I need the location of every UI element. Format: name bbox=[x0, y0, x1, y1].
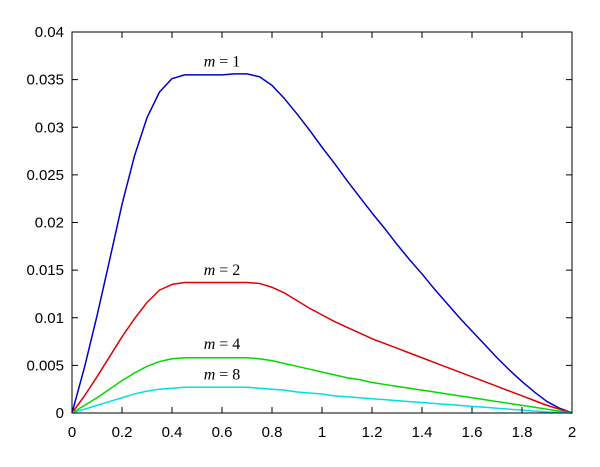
y-tick-label-5: 0.025 bbox=[26, 167, 64, 184]
x-tick-label-4: 0.8 bbox=[262, 424, 283, 441]
x-tick-label-2: 0.4 bbox=[162, 424, 183, 441]
x-tick-label-5: 1 bbox=[318, 424, 326, 441]
y-tick-label-6: 0.03 bbox=[35, 119, 64, 136]
x-tick-label-8: 1.6 bbox=[462, 424, 483, 441]
x-tick-label-3: 0.6 bbox=[212, 424, 233, 441]
tick-labels-layer: 0 0.2 0.4 0.6 0.8 1 1.2 1.4 1.6 1.8 2 0 0.005 0.01 0.0… bbox=[26, 24, 576, 441]
x-tick-label-6: 1.2 bbox=[362, 424, 383, 441]
plot-frame bbox=[71, 31, 573, 414]
curve-label-0: m = 1 bbox=[204, 53, 241, 70]
y-tick-label-4: 0.02 bbox=[35, 215, 64, 232]
y-tick-label-7: 0.035 bbox=[26, 72, 64, 89]
y-tick-label-1: 0.005 bbox=[26, 357, 64, 374]
x-tick-label-10: 2 bbox=[568, 424, 576, 441]
series-layer bbox=[71, 73, 573, 414]
curve-label-value: = 8 bbox=[215, 367, 240, 384]
curve-label-variable: m bbox=[204, 367, 216, 384]
curve-label-value: = 2 bbox=[215, 262, 240, 279]
x-tick-label-0: 0 bbox=[68, 424, 76, 441]
curve-labels-layer: m = 1m = 2m = 4m = 8 bbox=[204, 53, 241, 383]
curve-label-2: m = 4 bbox=[204, 336, 241, 353]
ticks-layer bbox=[71, 31, 573, 414]
series-line-0 bbox=[71, 73, 573, 414]
curve-label-variable: m bbox=[204, 262, 216, 279]
curve-label-1: m = 2 bbox=[204, 262, 241, 279]
curve-label-value: = 1 bbox=[215, 53, 240, 70]
series-line-2 bbox=[71, 357, 573, 414]
x-tick-label-1: 0.2 bbox=[112, 424, 133, 441]
y-tick-label-0: 0 bbox=[56, 405, 64, 422]
x-tick-label-9: 1.8 bbox=[512, 424, 533, 441]
y-tick-label-2: 0.01 bbox=[35, 310, 64, 327]
curve-label-value: = 4 bbox=[215, 336, 240, 353]
y-tick-label-8: 0.04 bbox=[35, 24, 64, 41]
series-line-3 bbox=[71, 386, 573, 414]
curve-label-3: m = 8 bbox=[204, 367, 241, 384]
y-tick-label-3: 0.015 bbox=[26, 262, 64, 279]
series-line-1 bbox=[71, 281, 573, 414]
curve-label-variable: m bbox=[204, 53, 216, 70]
curve-label-variable: m bbox=[204, 336, 216, 353]
x-tick-label-7: 1.4 bbox=[412, 424, 433, 441]
